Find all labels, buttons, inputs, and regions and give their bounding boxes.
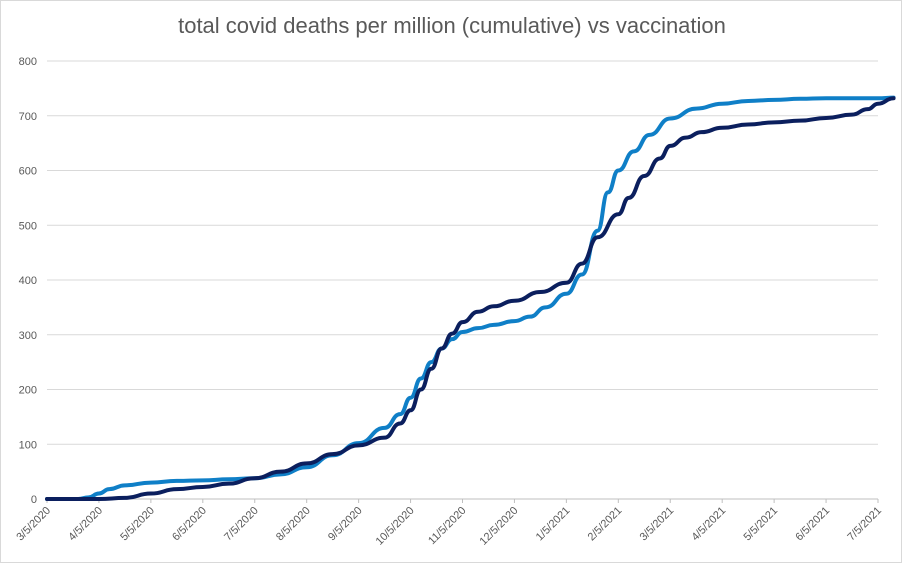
x-tick-label: 5/5/2021 <box>741 505 780 544</box>
y-tick-label: 800 <box>19 56 37 68</box>
x-tick-label: 3/5/2020 <box>14 505 53 544</box>
x-tick-label: 4/5/2020 <box>66 505 105 544</box>
series-line-light-blue <box>45 95 896 501</box>
x-tick-label: 11/5/2020 <box>426 505 469 548</box>
y-tick-label: 700 <box>19 111 37 123</box>
y-tick-label: 500 <box>19 220 37 232</box>
y-tick-label: 300 <box>19 330 37 342</box>
y-tick-label: 0 <box>31 494 37 506</box>
x-axis-ticks: 3/5/2020 4/5/2020 5/5/2020 6/5/2020 7/5/2020… <box>14 499 884 548</box>
x-tick-label: 3/5/2021 <box>638 505 677 544</box>
x-tick-label: 2/5/2021 <box>586 505 625 544</box>
y-tick-label: 100 <box>19 439 37 451</box>
x-tick-label: 1/5/2021 <box>534 505 573 544</box>
series-line-dark-navy <box>45 96 896 501</box>
y-tick-label: 200 <box>19 385 37 397</box>
y-tick-label: 600 <box>19 166 37 178</box>
x-tick-label: 12/5/2020 <box>477 505 520 548</box>
x-tick-label: 10/5/2020 <box>374 505 417 548</box>
x-tick-label: 7/5/2020 <box>222 505 261 544</box>
x-tick-label: 5/5/2020 <box>118 505 157 544</box>
x-tick-label: 6/5/2020 <box>170 505 209 544</box>
grid-lines <box>47 60 878 500</box>
y-tick-label: 400 <box>19 275 37 287</box>
x-tick-label: 7/5/2021 <box>845 505 884 544</box>
x-tick-label: 6/5/2021 <box>793 505 832 544</box>
chart-title: total covid deaths per million (cumulati… <box>178 13 726 38</box>
x-tick-label: 4/5/2021 <box>690 505 729 544</box>
x-tick-label: 9/5/2020 <box>326 505 365 544</box>
x-tick-label: 8/5/2020 <box>274 505 313 544</box>
y-axis-ticks: 0 100 200 300 400 500 600 700 800 <box>19 56 37 506</box>
series-lines <box>45 95 896 501</box>
